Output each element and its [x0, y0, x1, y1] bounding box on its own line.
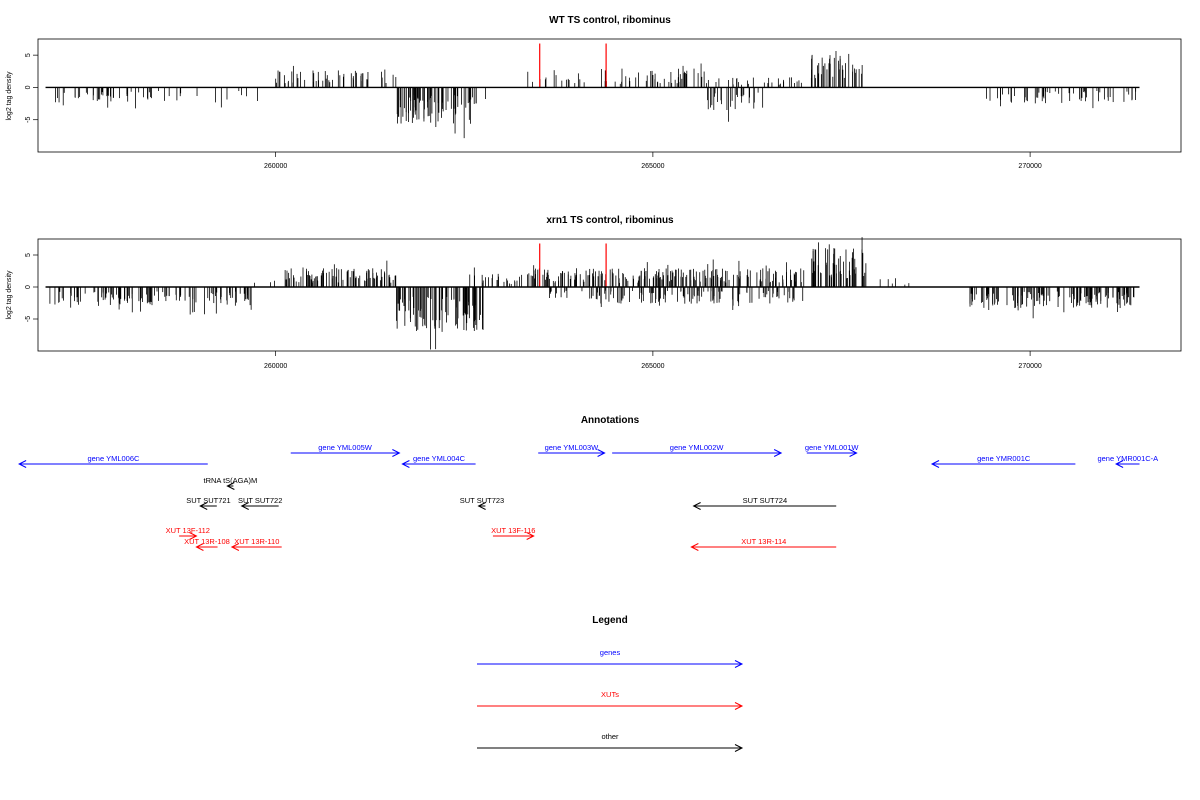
feature-gene-yml004c: gene YML004C	[401, 454, 476, 468]
arrowhead-icon	[734, 744, 744, 752]
arrowhead-icon	[392, 449, 401, 457]
arrowhead-icon	[1114, 460, 1124, 468]
feature-sut-sut721: SUT SUT721	[186, 496, 231, 510]
coverage-bars	[55, 50, 1137, 139]
feature-label: gene YML001W	[805, 443, 860, 452]
x-tick-label: 270000	[1018, 163, 1041, 170]
feature-label: gene YMR001C	[977, 454, 1031, 463]
legend-item-other: other	[477, 732, 744, 752]
feature-xut-13r-108: XUT 13R-108	[184, 537, 230, 551]
y-tick-label: -5	[25, 117, 32, 123]
feature-sut-sut724: SUT SUT724	[692, 496, 837, 510]
y-tick-label: 0	[25, 285, 32, 289]
panel-title: xrn1 TS control, ribominus	[546, 215, 674, 226]
arrowhead-icon	[189, 532, 198, 540]
feature-label: XUT 13F-116	[491, 526, 535, 535]
feature-label: XUT 13F-112	[166, 526, 210, 535]
x-tick-label: 265000	[641, 163, 664, 170]
x-tick-label: 270000	[1018, 363, 1041, 370]
x-tick-label: 260000	[264, 363, 287, 370]
feature-gene-yml002w: gene YML002W	[612, 443, 783, 457]
y-tick-label: 5	[25, 253, 32, 257]
arrowhead-icon	[930, 460, 940, 468]
arrowhead-icon	[849, 449, 858, 457]
arrowhead-icon	[690, 543, 699, 551]
y-axis-label: log2 tag density	[6, 71, 13, 121]
legend-title: Legend	[592, 615, 628, 626]
feature-xut-13r-114: XUT 13R-114	[690, 537, 837, 551]
arrowhead-icon	[18, 460, 27, 468]
panel-title: WT TS control, ribominus	[549, 15, 671, 26]
feature-gene-yml006c: gene YML006C	[18, 454, 208, 468]
coverage-panel-wt: WT TS control, ribominus log2 tag densit…	[6, 15, 1182, 170]
axes: -5 0 5 260000 265000 270000	[25, 53, 1140, 170]
feature-xut-13r-110: XUT 13R-110	[230, 537, 282, 551]
feature-label: gene YML003W	[545, 443, 600, 452]
feature-trna-ts-aga-m: tRNA tS(AGA)M	[204, 476, 258, 490]
feature-gene-ymr001c: gene YMR001C	[930, 454, 1076, 468]
arrowhead-icon	[226, 482, 235, 490]
feature-label: gene YML002W	[670, 443, 725, 452]
arrowhead-icon	[734, 702, 744, 710]
feature-label: SUT SUT722	[238, 496, 282, 505]
legend-item-gene: genes	[477, 648, 744, 668]
feature-label: XUT 13R-108	[184, 537, 230, 546]
feature-label: gene YML005W	[318, 443, 373, 452]
axes: -5 0 5 260000 265000 270000	[25, 253, 1140, 370]
feature-gene-yml005w: gene YML005W	[290, 443, 401, 457]
feature-label: gene YML004C	[413, 454, 466, 463]
arrowhead-icon	[773, 449, 783, 457]
legend-items: genes XUTs other	[477, 648, 744, 752]
y-tick-label: 0	[25, 85, 32, 89]
feature-label: tRNA tS(AGA)M	[204, 476, 258, 485]
legend-item-xut: XUTs	[477, 690, 744, 710]
arrowhead-icon	[401, 460, 410, 468]
plot-frame	[37, 238, 1182, 352]
feature-sut-sut723: SUT SUT723	[460, 496, 504, 510]
feature-label: gene YML006C	[87, 454, 140, 463]
x-tick-label: 260000	[264, 163, 287, 170]
feature-label: SUT SUT724	[743, 496, 787, 505]
arrowhead-icon	[734, 660, 744, 668]
legend-label: other	[601, 732, 619, 741]
arrowhead-icon	[597, 449, 606, 457]
feature-sut-sut722: SUT SUT722	[238, 496, 282, 510]
feature-gene-yml001w: gene YML001W	[805, 443, 860, 457]
feature-label: XUT 13R-110	[234, 537, 279, 546]
arrowhead-icon	[230, 543, 240, 551]
legend-label: genes	[600, 648, 621, 657]
arrowhead-icon	[477, 502, 486, 510]
feature-gene-ymr001c-a: gene YMR001C-A	[1097, 454, 1158, 468]
x-tick-label: 265000	[641, 363, 664, 370]
y-tick-label: 5	[25, 53, 32, 57]
red-markers	[539, 43, 607, 88]
feature-label: SUT SUT723	[460, 496, 504, 505]
plot-frame	[37, 38, 1182, 153]
feature-gene-yml003w: gene YML003W	[538, 443, 606, 457]
red-markers	[539, 243, 607, 287]
feature-xut-13f-112: XUT 13F-112	[166, 526, 210, 540]
feature-label: gene YMR001C-A	[1097, 454, 1158, 463]
arrowhead-icon	[199, 502, 208, 510]
feature-arrows: gene YML006C gene YML005W gene YML004C gene…	[18, 443, 1158, 551]
legend: Legend genes XUTs other	[477, 615, 744, 752]
feature-label: SUT SUT721	[186, 496, 230, 505]
arrowhead-icon	[240, 502, 249, 510]
arrowhead-icon	[692, 502, 701, 510]
arrowhead-icon	[526, 532, 535, 540]
coverage-panel-xrn1: xrn1 TS control, ribominus log2 tag dens…	[6, 215, 1182, 370]
annotations-title: Annotations	[581, 415, 640, 426]
legend-label: XUTs	[601, 690, 619, 699]
feature-label: XUT 13R-114	[741, 537, 786, 546]
coverage-bars	[49, 237, 1135, 350]
y-axis-label: log2 tag density	[6, 270, 13, 320]
arrowhead-icon	[195, 543, 204, 551]
y-tick-label: -5	[25, 316, 32, 322]
feature-xut-13f-116: XUT 13F-116	[491, 526, 535, 540]
